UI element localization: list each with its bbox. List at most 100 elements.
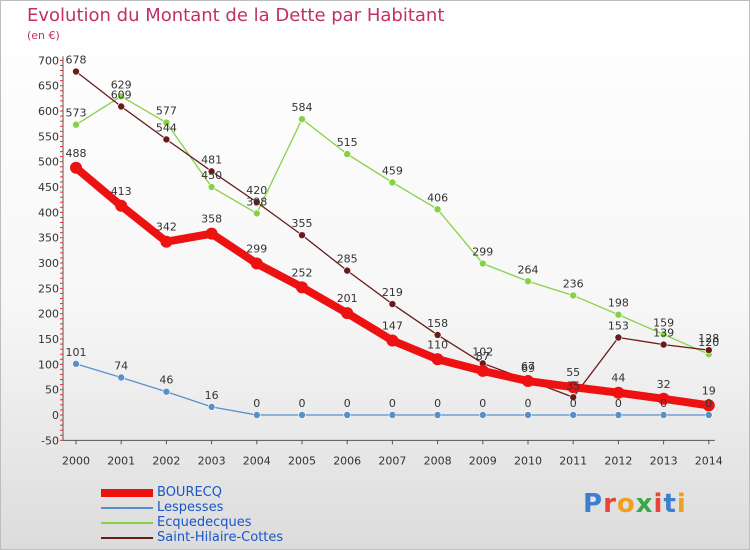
data-point-lespesses	[704, 411, 713, 419]
data-label-bourecq: 358	[201, 213, 222, 226]
legend-label-bourecq: BOURECQ	[157, 485, 222, 500]
data-label-bourecq: 342	[156, 221, 177, 234]
x-tick-label: 2007	[378, 454, 406, 467]
data-point-lespesses	[614, 411, 623, 419]
data-label-lespesses: 46	[159, 374, 173, 387]
data-label-ecquedecques: 120	[698, 336, 719, 349]
y-tick-label: 600	[38, 105, 59, 118]
data-point-bourecq	[386, 334, 399, 347]
data-point-bourecq	[567, 381, 580, 394]
y-tick-label: 350	[38, 232, 59, 245]
data-point-ecquedecques	[72, 120, 80, 129]
data-point-ecquedecques	[207, 183, 216, 191]
data-point-lespesses	[524, 411, 532, 419]
data-point-saint-hilaire-cottes	[162, 135, 171, 144]
y-tick-label: 450	[38, 181, 59, 194]
data-point-ecquedecques	[117, 92, 125, 101]
data-label-ecquedecques: 264	[518, 263, 539, 276]
x-tick-label: 2001	[107, 454, 135, 467]
data-label-lespesses: 74	[114, 360, 128, 373]
x-tick-label: 2012	[604, 454, 632, 467]
data-point-bourecq	[702, 399, 715, 412]
x-tick-label: 2009	[469, 454, 497, 467]
legend-label-saint-hilaire-cottes: Saint-Hilaire-Cottes	[157, 530, 284, 545]
data-point-lespesses	[343, 411, 352, 419]
y-tick-label: 250	[38, 282, 59, 295]
data-label-lespesses: 0	[344, 397, 351, 410]
data-point-bourecq	[70, 161, 82, 174]
data-point-ecquedecques	[569, 291, 578, 300]
data-label-bourecq: 44	[611, 372, 625, 385]
data-label-saint-hilaire-cottes: 544	[156, 121, 177, 134]
data-point-bourecq	[115, 199, 128, 212]
data-point-bourecq	[341, 307, 354, 320]
data-point-lespesses	[659, 411, 668, 419]
x-tick-label: 2010	[514, 454, 542, 467]
data-label-ecquedecques: 406	[427, 191, 448, 204]
data-point-saint-hilaire-cottes	[343, 266, 352, 275]
data-point-saint-hilaire-cottes	[569, 393, 578, 402]
y-tick-label: 100	[38, 358, 59, 371]
data-point-bourecq	[296, 281, 308, 294]
data-point-ecquedecques	[478, 259, 487, 268]
data-point-saint-hilaire-cottes	[253, 198, 261, 207]
y-tick-label: 700	[38, 54, 59, 67]
x-tick-label: 2014	[695, 454, 723, 467]
logo-letter: t	[663, 489, 677, 519]
data-label-bourecq: 201	[337, 292, 358, 305]
data-label-saint-hilaire-cottes: 69	[521, 362, 535, 375]
legend-label-ecquedecques: Ecquedecques	[157, 515, 252, 530]
data-label-ecquedecques: 584	[292, 101, 313, 114]
data-point-ecquedecques	[433, 205, 442, 214]
data-label-lespesses: 0	[660, 397, 667, 410]
x-tick-label: 2002	[152, 454, 180, 467]
x-tick-label: 2005	[288, 454, 316, 467]
data-label-saint-hilaire-cottes: 139	[653, 327, 674, 340]
data-label-saint-hilaire-cottes: 219	[382, 286, 403, 299]
data-point-ecquedecques	[343, 150, 352, 158]
series-line-saint-hilaire-cottes	[75, 70, 710, 398]
data-point-bourecq	[657, 392, 670, 405]
logo-letter: P	[583, 489, 604, 519]
data-label-lespesses: 0	[389, 397, 396, 410]
data-label-lespesses: 0	[570, 397, 577, 410]
data-point-bourecq	[250, 257, 263, 270]
data-label-lespesses: 0	[479, 397, 486, 410]
data-point-lespesses	[569, 411, 578, 419]
y-tick-label: 550	[38, 130, 59, 143]
proxiti-logo: Proxiti	[583, 489, 687, 519]
data-point-bourecq	[160, 235, 173, 248]
data-label-lespesses: 0	[615, 397, 622, 410]
logo-letter: i	[653, 489, 664, 519]
data-label-bourecq: 32	[657, 378, 671, 391]
data-point-saint-hilaire-cottes	[298, 231, 306, 239]
data-point-lespesses	[478, 411, 487, 419]
data-label-lespesses: 16	[205, 389, 219, 402]
data-point-saint-hilaire-cottes	[659, 340, 668, 349]
data-label-lespesses: 0	[299, 397, 306, 410]
data-point-saint-hilaire-cottes	[388, 300, 397, 308]
data-label-ecquedecques: 629	[111, 78, 132, 91]
data-point-ecquedecques	[253, 209, 261, 218]
y-tick-label: 0	[52, 409, 59, 422]
data-point-lespesses	[162, 387, 171, 396]
data-point-saint-hilaire-cottes	[433, 331, 442, 339]
data-label-lespesses: 0	[705, 397, 712, 410]
data-point-ecquedecques	[524, 277, 532, 286]
data-point-bourecq	[612, 386, 625, 399]
data-point-saint-hilaire-cottes	[614, 333, 623, 342]
y-tick-label: 400	[38, 206, 59, 219]
data-point-saint-hilaire-cottes	[207, 167, 216, 176]
data-label-saint-hilaire-cottes: 128	[698, 332, 719, 345]
data-point-ecquedecques	[298, 115, 306, 123]
data-label-saint-hilaire-cottes: 102	[472, 345, 493, 358]
data-label-ecquedecques: 198	[608, 297, 629, 310]
data-point-lespesses	[72, 360, 80, 368]
data-label-ecquedecques: 515	[337, 136, 358, 149]
data-label-saint-hilaire-cottes: 609	[111, 88, 132, 101]
x-tick-label: 2003	[198, 454, 226, 467]
data-point-ecquedecques	[659, 330, 668, 339]
x-tick-label: 2013	[650, 454, 678, 467]
data-point-bourecq	[522, 375, 534, 388]
